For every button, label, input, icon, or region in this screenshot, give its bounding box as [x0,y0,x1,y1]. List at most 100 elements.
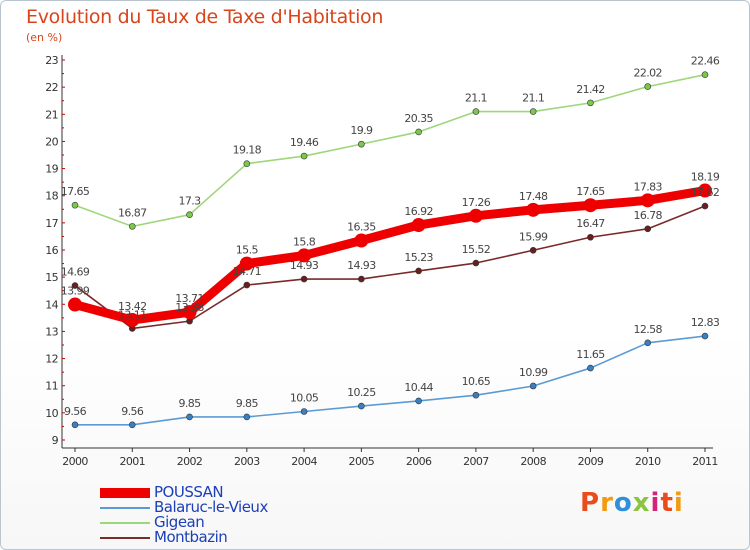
data-point [297,248,312,263]
data-label: 16.35 [347,221,376,234]
series-line-balaruc-le-vieux [74,335,706,426]
data-point [701,202,709,210]
data-label: 13.11 [118,308,147,321]
data-label: 21.1 [465,92,487,105]
data-label: 13.71 [175,292,204,305]
data-label: 10.25 [347,386,376,399]
y-tick-label: 18 [45,190,58,203]
x-tick-label: 2003 [234,455,260,468]
data-label: 15.52 [462,243,491,256]
data-label: 15.5 [236,244,259,257]
x-tick-label: 2002 [177,455,203,468]
data-label: 22.46 [691,55,720,68]
data-point [411,218,426,233]
x-tick-label: 2005 [349,455,375,468]
data-label: 19.18 [233,144,262,157]
series-labels: 17.65 16.87 17.3 19.18 19.46 19.9 20.35 21.1 21.… [61,55,721,418]
data-point [128,223,136,230]
series-line-poussan [70,186,710,325]
legend: POUSSAN Balaruc-le-Vieux Gigean Montbazin [100,485,268,545]
legend-label: Balaruc-le-Vieux [154,498,268,516]
data-label: 11.65 [576,348,605,361]
data-label: 12.83 [691,316,720,329]
legend-swatch [100,506,150,509]
x-tick-label: 2009 [578,455,604,468]
logo-letter: r [600,488,614,518]
y-tick-label: 20 [45,135,58,148]
data-point [468,208,483,223]
data-point [358,275,365,283]
series-line-gigean [74,73,706,228]
y-tick-label: 12 [45,353,58,366]
x-tick-label: 2001 [119,455,145,468]
logo-letter: t [660,488,674,518]
data-point [698,183,712,198]
data-point [300,408,308,415]
data-label: 13.99 [61,285,90,298]
data-point [472,391,480,399]
data-label: 14.93 [290,259,319,272]
data-label: 13.38 [175,301,204,314]
data-label: 14.71 [233,265,262,278]
data-point [529,108,537,115]
legend-label: Montbazin [154,528,228,546]
legend-item: Gigean [100,515,268,530]
data-point [186,413,193,421]
data-label: 14.69 [61,266,90,279]
data-label: 13.42 [118,300,147,313]
logo-letter: o [613,488,633,518]
data-point [300,152,308,160]
data-point [358,402,365,410]
data-label: 16.78 [633,209,662,222]
legend-swatch [100,487,150,498]
y-tick-label: 13 [45,325,58,338]
legend-item: POUSSAN [100,485,268,500]
data-point [529,382,537,390]
legend-label: POUSSAN [154,483,224,501]
data-point [415,397,422,405]
data-label: 10.65 [462,375,491,388]
data-point [415,128,422,136]
data-label: 9.56 [64,405,87,418]
y-tick-label: 15 [45,271,58,284]
data-point [583,198,598,213]
data-label: 15.23 [404,251,433,264]
data-point [243,160,251,167]
logo-letter: x [632,488,651,518]
data-point [239,256,254,271]
legend-item: Montbazin [100,530,268,545]
data-point [300,275,308,283]
x-tick-label: 2010 [635,455,661,468]
legend-item: Balaruc-le-Vieux [100,500,268,515]
data-label: 21.1 [522,92,544,105]
logo-letter: i [673,488,684,518]
x-tick-label: 2011 [692,455,718,468]
data-point [71,282,79,289]
data-label: 19.46 [290,136,319,149]
data-label: 10.05 [290,392,319,405]
data-point [128,421,136,429]
data-label: 16.87 [118,206,147,219]
data-label: 10.99 [519,366,548,379]
data-label: 9.85 [178,397,201,410]
data-label: 17.62 [691,186,720,199]
x-tick-label: 2004 [291,455,317,468]
data-label: 17.65 [576,185,605,198]
data-label: 9.56 [121,405,144,418]
legend-swatch [100,536,150,539]
data-point [71,421,79,429]
y-tick-label: 22 [45,81,58,94]
chart-title: Evolution du Taux de Taxe d'Habitation [26,6,384,28]
data-point [526,202,541,217]
data-point [644,83,652,90]
data-label: 17.3 [178,195,201,208]
legend-swatch [100,521,150,524]
series-lines [68,71,712,429]
data-label: 19.9 [350,124,373,137]
data-point [186,211,193,219]
data-point [243,281,251,289]
y-tick-label: 10 [45,407,58,420]
x-tick-label: 2007 [463,455,489,468]
